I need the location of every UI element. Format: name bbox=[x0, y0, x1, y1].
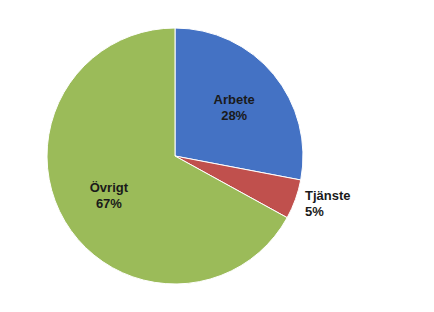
slice-name: Arbete bbox=[214, 92, 255, 107]
chart: Arbete28% Tjänste5% Övrigt67% bbox=[0, 0, 434, 312]
slice-value: 67% bbox=[96, 196, 122, 211]
slice-label: Arbete28% bbox=[214, 92, 255, 123]
slice-name: Tjänste bbox=[305, 188, 351, 203]
slice-value: 5% bbox=[305, 204, 324, 219]
pie-slice bbox=[47, 28, 287, 284]
slices bbox=[47, 28, 303, 284]
chart-container: Arbete28% Tjänste5% Övrigt67% bbox=[0, 0, 434, 312]
slice-value: 28% bbox=[221, 108, 247, 123]
slice-label: Övrigt67% bbox=[90, 180, 129, 211]
slice-label: Tjänste5% bbox=[305, 188, 351, 219]
slice-name: Övrigt bbox=[90, 180, 129, 195]
pie-slice bbox=[175, 28, 303, 180]
labels: Arbete28% Tjänste5% Övrigt67% bbox=[90, 92, 351, 218]
